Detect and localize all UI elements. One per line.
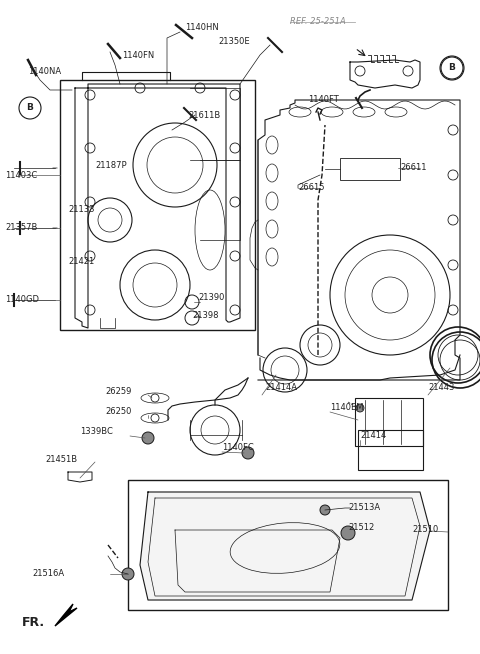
Text: 1140FN: 1140FN: [122, 50, 154, 60]
Text: 26611: 26611: [400, 164, 427, 173]
Text: 21516A: 21516A: [32, 570, 64, 579]
Text: FR.: FR.: [22, 615, 45, 628]
Text: 21357B: 21357B: [5, 224, 37, 233]
Text: 21443: 21443: [428, 383, 455, 392]
Text: 21414A: 21414A: [265, 383, 297, 392]
Circle shape: [142, 432, 154, 444]
Text: 1140EM: 1140EM: [330, 404, 363, 413]
Text: 26250: 26250: [105, 407, 132, 417]
Text: 21513A: 21513A: [348, 504, 380, 513]
Text: 21133: 21133: [68, 205, 95, 215]
Text: 26259: 26259: [105, 388, 132, 396]
Text: B: B: [449, 63, 456, 73]
Circle shape: [122, 568, 134, 580]
Text: 21350E: 21350E: [218, 37, 250, 46]
Text: 21187P: 21187P: [95, 160, 127, 169]
Text: 1140FC: 1140FC: [222, 443, 254, 453]
Text: 1140GD: 1140GD: [5, 296, 39, 305]
Bar: [358, 430, 423, 470]
Text: REF. 25-251A: REF. 25-251A: [290, 18, 346, 27]
Text: 1140NA: 1140NA: [28, 67, 61, 77]
Polygon shape: [140, 492, 430, 600]
Text: 26615: 26615: [298, 184, 324, 192]
Circle shape: [356, 404, 364, 412]
Bar: [60, 80, 255, 330]
Text: 21414: 21414: [360, 430, 386, 439]
Bar: [340, 158, 400, 180]
Circle shape: [320, 505, 330, 515]
Text: 21421: 21421: [68, 258, 94, 266]
Text: 21398: 21398: [192, 311, 218, 320]
Text: 21451B: 21451B: [45, 455, 77, 464]
Polygon shape: [55, 604, 77, 626]
Text: 21512: 21512: [348, 523, 374, 532]
Text: 21510: 21510: [412, 526, 438, 534]
Text: B: B: [26, 103, 34, 112]
Circle shape: [341, 526, 355, 540]
Text: 11403C: 11403C: [5, 171, 37, 179]
Text: 1339BC: 1339BC: [80, 428, 113, 436]
Text: 1140HN: 1140HN: [185, 24, 219, 33]
Text: 21611B: 21611B: [188, 111, 220, 120]
Text: 1140FT: 1140FT: [308, 95, 339, 105]
Text: 21390: 21390: [198, 294, 224, 303]
Bar: [128, 480, 448, 610]
Circle shape: [242, 447, 254, 459]
Bar: [355, 398, 423, 446]
